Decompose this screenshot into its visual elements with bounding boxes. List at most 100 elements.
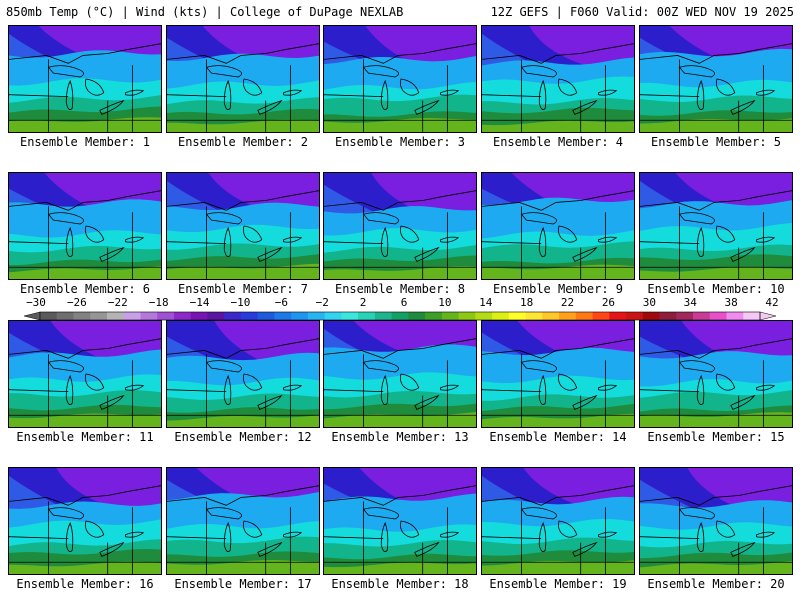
ensemble-member-label: Ensemble Member: 8 [334,282,466,296]
ensemble-member-map [639,172,793,280]
ensemble-member-map [8,467,162,575]
ensemble-member-label: Ensemble Member: 18 [331,577,469,591]
ensemble-member-label: Ensemble Member: 9 [492,282,624,296]
colorbar-tick-label: 22 [560,296,575,309]
colorbar-segment [542,312,560,320]
temperature-field [324,173,476,279]
temperature-field [640,468,792,574]
map-outlines [324,190,476,279]
ensemble-member-map [166,467,320,575]
map-outlines [167,190,319,279]
ensemble-member-map [166,320,320,428]
colorbar-segment [240,312,259,320]
colorbar-graphic [23,311,777,321]
ensemble-member-label: Ensemble Member: 19 [489,577,627,591]
ensemble-member-label: Ensemble Member: 15 [647,430,785,444]
temperature-field [9,468,161,574]
colorbar-tick-label: −14 [189,296,210,309]
colorbar-tick-label: −30 [26,296,46,309]
colorbar-segment [391,312,409,320]
colorbar-segment [190,312,208,320]
ensemble-member-map [8,25,162,133]
temperature-field [640,173,792,279]
colorbar-tick-label: 18 [520,296,534,309]
header-title-right: 12Z GEFS | F060 Valid: 00Z WED NOV 19 20… [490,5,794,19]
ensemble-member-map [8,172,162,280]
ensemble-member-label: Ensemble Member: 3 [334,135,466,149]
colorbar-segment [492,312,510,320]
colorbar-segment [525,312,543,320]
colorbar-tick-label: 2 [359,296,367,309]
temperature-field [482,26,634,132]
colorbar-segment [559,312,577,320]
temperature-field [324,321,476,427]
colorbar-segment [508,312,526,320]
colorbar-segment [174,312,192,320]
ensemble-member-map [323,320,477,428]
map-outlines [167,338,319,427]
ensemble-member-map [639,320,793,428]
temperature-colorbar: −30 −26 −22 −18 −14 −10 −6 −2 2 6 10 14 18 22 26 30 34 38… [8,296,792,322]
temperature-field [482,468,634,574]
colorbar-segment [408,312,426,320]
colorbar-tick-label: 6 [400,296,408,309]
colorbar-tick-label: 38 [724,296,738,309]
colorbar-segment [693,312,711,320]
colorbar-segment [291,312,309,320]
ensemble-member-map [166,172,320,280]
colorbar-tick-label: −22 [107,296,128,309]
colorbar-segment [140,312,158,320]
colorbar-tick-label: 30 [642,296,656,309]
colorbar-tick-label: −6 [274,296,288,309]
ensemble-member-map [481,320,635,428]
colorbar-tick-label: −10 [230,296,251,309]
colorbar-segment [324,312,342,320]
colorbar-segment [458,312,476,320]
ensemble-member-map [481,172,635,280]
colorbar-segment [659,312,677,320]
colorbar-tick-label: −26 [66,296,87,309]
temperature-field [482,321,634,427]
ensemble-member-label: Ensemble Member: 14 [489,430,627,444]
temperature-field [9,321,161,427]
colorbar-segment [592,312,610,320]
ensemble-member-label: Ensemble Member: 4 [492,135,624,149]
colorbar-tick-label: 34 [683,296,697,309]
temperature-field [482,173,634,279]
map-outlines [482,190,634,279]
colorbar-segment [341,312,359,320]
colorbar-tick-label: 26 [601,296,616,309]
colorbar-segment [475,312,493,320]
ensemble-member-map [639,467,793,575]
colorbar-segment [441,312,460,320]
ensemble-member-label: Ensemble Member: 7 [177,282,309,296]
map-outlines [482,338,634,427]
colorbar-segment [107,312,125,320]
ensemble-member-map [166,25,320,133]
temperature-field [324,468,476,574]
temperature-field [167,321,319,427]
colorbar-segment [274,312,292,320]
map-outlines [324,338,476,427]
colorbar-tick-label: 42 [765,296,779,309]
colorbar-right-arrow [759,311,777,321]
map-outlines [482,485,634,574]
ensemble-member-label: Ensemble Member: 17 [174,577,312,591]
temperature-field [167,468,319,574]
colorbar-segment [90,312,108,320]
ensemble-member-label: Ensemble Member: 20 [647,577,785,591]
colorbar-segment [425,312,443,320]
colorbar-segment [626,312,644,320]
ensemble-member-label: Ensemble Member: 10 [647,282,785,296]
temperature-field [640,26,792,132]
colorbar-segment [709,312,727,320]
temperature-field [324,26,476,132]
colorbar-segment [40,312,58,320]
header-title-left: 850mb Temp (°C) | Wind (kts) | College o… [6,5,404,19]
map-outlines [9,190,161,279]
colorbar-segment [642,312,660,320]
colorbar-segment [575,312,593,320]
colorbar-tick-label: −2 [315,296,329,309]
colorbar-segment [609,312,627,320]
ensemble-member-label: Ensemble Member: 12 [174,430,312,444]
